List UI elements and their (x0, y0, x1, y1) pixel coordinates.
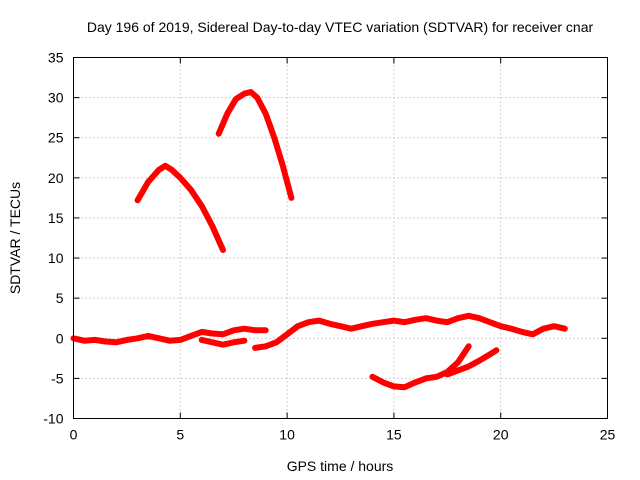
y-tick-label: 35 (48, 50, 64, 66)
series-arc-4 (444, 347, 500, 378)
y-tick-label: 15 (48, 210, 64, 226)
x-tick-label: 5 (176, 427, 184, 443)
y-tick-label: -5 (51, 370, 64, 386)
x-tick-label: 10 (279, 427, 295, 443)
x-tick-label: 25 (600, 427, 616, 443)
series-arc-2 (215, 89, 295, 201)
x-tick-label: 15 (386, 427, 402, 443)
y-tick-label: -10 (43, 411, 63, 427)
x-axis-label: GPS time / hours (287, 458, 394, 474)
series-arc-1 (134, 162, 226, 253)
x-tick-label: 0 (70, 427, 78, 443)
y-tick-label: 5 (56, 290, 64, 306)
series-group (70, 89, 568, 391)
series-baseline-1 (70, 325, 269, 346)
chart-title: Day 196 of 2019, Sidereal Day-to-day VTE… (87, 19, 594, 35)
y-tick-label: 20 (48, 170, 64, 186)
y-tick-label: 25 (48, 130, 64, 146)
x-tick-label: 20 (493, 427, 509, 443)
y-tick-label: 30 (48, 90, 64, 106)
y-tick-label: 10 (48, 250, 64, 266)
series-baseline-2 (198, 336, 248, 348)
y-axis-label: SDTVAR / TECUs (7, 182, 23, 294)
y-tick-label: 0 (56, 330, 64, 346)
grid (73, 57, 608, 419)
series-arc-3 (369, 343, 472, 391)
axis-ticks: 0 5 10 15 20 25 -10 -5 0 5 10 15 20 25 30 35 (43, 50, 615, 443)
plot-frame (73, 57, 608, 419)
series-baseline-3 (252, 312, 568, 351)
